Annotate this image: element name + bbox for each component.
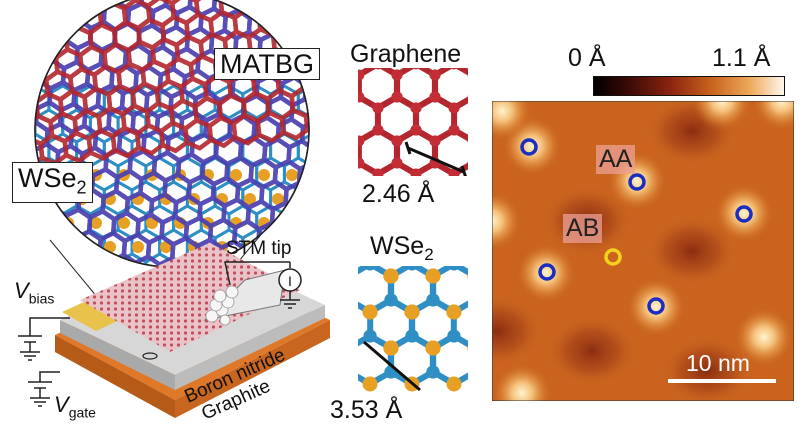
vgate-label: Vgate [54, 392, 96, 421]
wse2-lattice-title: WSe2 [370, 232, 434, 264]
gate-circuit [28, 371, 60, 407]
colorbar-min-label: 0 Å [568, 44, 606, 72]
topography-map [492, 101, 794, 401]
matbg-label: MATBG [214, 48, 320, 80]
aa-site-marker [538, 263, 556, 281]
stm-tip-label: STM tip [226, 238, 292, 259]
graphene-lattice-constant: 2.46 Å [362, 180, 435, 208]
colorbar-max-label: 1.1 Å [712, 44, 771, 72]
scale-bar-label: 10 nm [686, 350, 750, 376]
device-stack: I [55, 243, 330, 418]
svg-text:I: I [288, 273, 292, 289]
aa-site-marker [628, 173, 646, 191]
aa-label: AA [596, 145, 636, 174]
wse2-schematic-label: WSe2 [12, 162, 93, 204]
aa-site-marker [647, 297, 665, 315]
ab-site-marker [604, 248, 622, 266]
wse2-lattice [358, 266, 468, 392]
ab-label: AB [563, 214, 603, 243]
aa-site-marker [520, 138, 538, 156]
graphene-lattice [358, 68, 468, 176]
wse2-lattice-constant: 3.53 Å [330, 396, 403, 424]
colorbar [593, 76, 785, 96]
vbias-label: Vbias [14, 278, 55, 307]
aa-site-marker [735, 205, 753, 223]
graphene-title: Graphene [350, 40, 462, 68]
bias-circuit [18, 317, 70, 361]
